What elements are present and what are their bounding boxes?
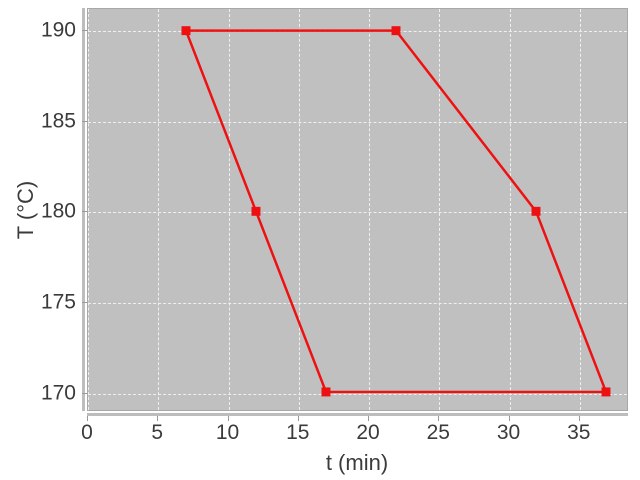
x-tick-mark: [227, 416, 229, 421]
y-tick-mark: [82, 392, 87, 394]
x-tick-label: 10: [215, 421, 240, 444]
x-tick-mark: [508, 416, 510, 421]
series-layer: [181, 26, 611, 397]
x-tick-label: 15: [286, 421, 310, 444]
gridline-vertical: [228, 9, 230, 410]
x-axis-line: [87, 413, 628, 416]
series-line-temperature-cycle: [184, 29, 608, 394]
x-tick-mark: [578, 416, 580, 421]
data-point-marker: [601, 387, 611, 397]
x-tick-mark: [87, 416, 88, 421]
gridline-vertical: [369, 9, 371, 410]
data-point-marker: [391, 26, 401, 36]
gridline-vertical: [88, 9, 89, 410]
y-tick-label: 170: [40, 381, 76, 405]
x-tick-label: 25: [426, 421, 450, 444]
plot-area: [87, 8, 628, 411]
y-axis-title: T (°C): [13, 180, 38, 240]
gridline-vertical: [158, 9, 160, 410]
x-tick-label: 30: [496, 421, 521, 444]
y-tick-label: 175: [40, 290, 76, 314]
y-tick-label: 185: [40, 109, 76, 133]
data-point-marker: [181, 26, 191, 36]
y-tick-mark: [82, 120, 87, 122]
x-tick-mark: [368, 416, 370, 421]
x-tick-label: 35: [567, 421, 591, 444]
y-tick-label: 190: [40, 18, 76, 42]
x-tick-label: 5: [151, 421, 164, 444]
gridline-vertical: [439, 9, 441, 410]
gridline-horizontal: [88, 212, 627, 214]
y-axis-line: [82, 8, 85, 411]
x-tick-mark: [438, 416, 440, 421]
gridline-horizontal: [88, 303, 627, 305]
y-tick-mark: [82, 302, 87, 304]
y-tick-mark: [82, 29, 87, 31]
x-tick-mark: [157, 416, 159, 421]
y-tick-label: 180: [40, 199, 76, 223]
data-point-marker: [251, 206, 261, 216]
x-tick-mark: [297, 416, 299, 421]
series-markers: [181, 26, 611, 397]
y-tick-mark: [82, 211, 87, 213]
gridline-vertical: [579, 9, 581, 410]
gridline-vertical: [509, 9, 511, 410]
data-point-marker: [321, 387, 331, 397]
x-tick-label: 20: [356, 421, 380, 444]
gridline-vertical: [298, 9, 300, 410]
x-tick-label: 0: [81, 421, 93, 444]
x-axis-title: t (min): [325, 450, 389, 475]
gridlines: [88, 9, 627, 410]
data-point-marker: [531, 206, 541, 216]
gridline-horizontal: [88, 393, 627, 395]
gridline-horizontal: [88, 121, 627, 123]
